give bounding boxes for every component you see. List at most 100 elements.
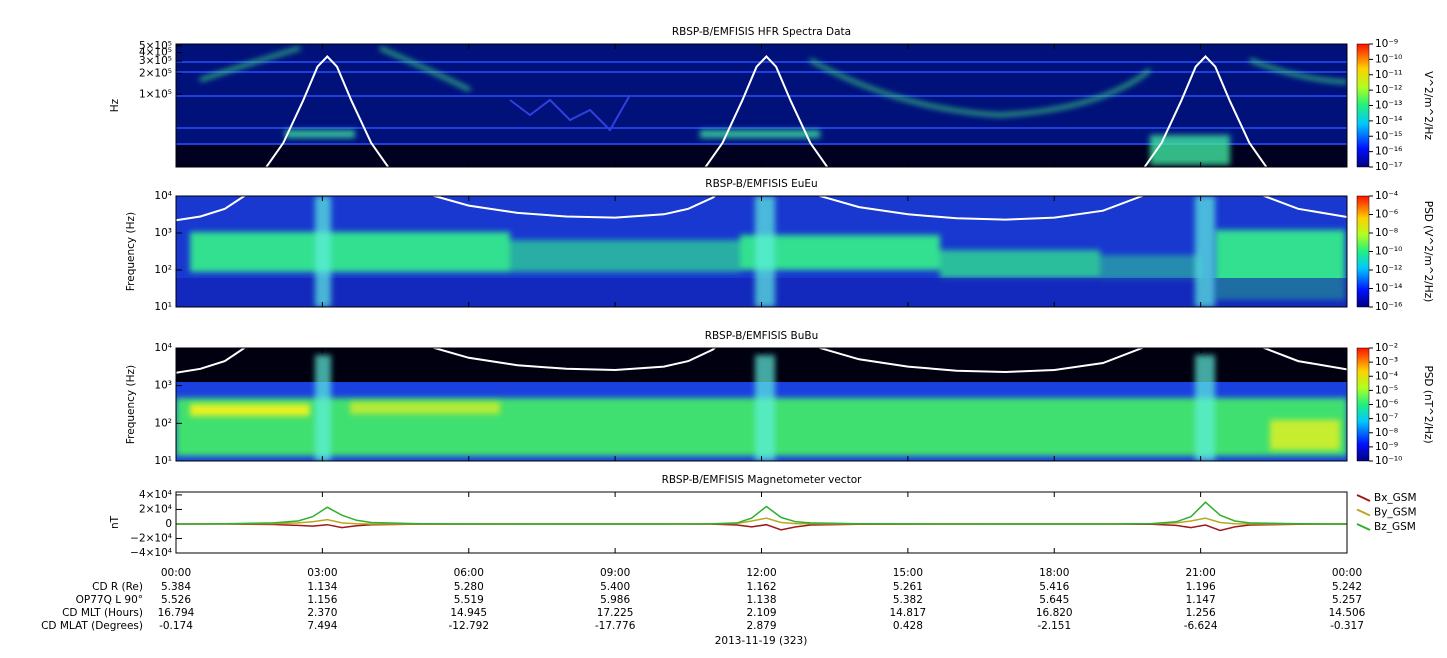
ephemeris-value: -2.151 <box>1037 620 1071 632</box>
y-tick-label: 10⁴ <box>154 190 172 202</box>
ephemeris-value: 14.945 <box>450 607 487 619</box>
legend-label: Bz_GSM <box>1374 521 1416 533</box>
ephemeris-value: 1.256 <box>1186 607 1216 619</box>
colorbar-tick-label: 10⁻¹² <box>1375 264 1402 276</box>
bubu-image <box>176 348 1347 461</box>
ephemeris-value: 2.109 <box>746 607 776 619</box>
x-tick-label: 09:00 <box>600 567 630 579</box>
ephemeris-value: 2.879 <box>746 620 776 632</box>
y-tick-label: 10³ <box>154 227 172 239</box>
colorbar-tick-label: 10⁻⁴ <box>1375 190 1398 202</box>
ephemeris-value: -17.776 <box>595 620 636 632</box>
colorbar-label: PSD (V^2/m^2/Hz) <box>1422 201 1434 302</box>
ephemeris-value: 16.820 <box>1036 607 1073 619</box>
x-tick-label: 18:00 <box>1039 567 1069 579</box>
y-tick-label: 3×10⁵ <box>139 55 172 67</box>
ephemeris-value: 5.384 <box>161 581 191 593</box>
panel-title: RBSP-B/EMFISIS Magnetometer vector <box>662 474 863 486</box>
ephemeris-value: 0.428 <box>893 620 923 632</box>
colorbar-tick-label: 10⁻¹⁰ <box>1375 53 1402 65</box>
legend-swatch <box>1356 508 1371 517</box>
colorbar-tick-label: 10⁻¹⁵ <box>1375 130 1402 142</box>
y-tick-label: 10² <box>154 417 172 429</box>
ephemeris-value: 5.416 <box>1039 581 1069 593</box>
colorbar-label: PSD (nT^2/Hz) <box>1422 365 1434 443</box>
colorbar-tick-label: 10⁻¹⁷ <box>1375 161 1402 173</box>
colorbar-tick-label: 10⁻¹⁶ <box>1375 301 1402 313</box>
x-tick-label: 03:00 <box>307 567 337 579</box>
colorbar-tick-label: 10⁻¹⁶ <box>1375 146 1402 158</box>
ephemeris-value: 14.817 <box>890 607 927 619</box>
ephemeris-value: 1.196 <box>1186 581 1216 593</box>
colorbar-tick-label: 10⁻¹⁴ <box>1375 283 1402 295</box>
colorbar-tick-label: 10⁻¹² <box>1375 84 1402 96</box>
colorbar-tick-label: 10⁻¹⁰ <box>1375 246 1402 258</box>
colorbar-tick-label: 10⁻¹³ <box>1375 100 1402 112</box>
panel-title: RBSP-B/EMFISIS HFR Spectra Data <box>672 26 851 38</box>
colorbar-label: V^2/m^2/Hz <box>1422 71 1434 140</box>
ephemeris-value: 7.494 <box>307 620 337 632</box>
white-line <box>265 55 1268 167</box>
y-tick-label: 10² <box>154 264 172 276</box>
colorbar-tick-label: 10⁻⁸ <box>1375 427 1398 439</box>
white-line <box>176 348 1347 374</box>
y-axis-label: nT <box>109 515 121 529</box>
ephemeris-label: CD MLAT (Degrees) <box>41 620 143 632</box>
series-line <box>176 517 1347 525</box>
ephemeris-value: 5.519 <box>454 594 484 606</box>
y-axis-label: Hz <box>109 98 121 112</box>
y-axis-label: Frequency (Hz) <box>125 212 137 291</box>
panel-title: RBSP-B/EMFISIS EuEu <box>705 178 817 190</box>
ephemeris-value: 1.156 <box>307 594 337 606</box>
colorbars <box>1356 43 1370 462</box>
ephemeris-value: 5.526 <box>161 594 191 606</box>
x-tick-label: 00:00 <box>1332 567 1362 579</box>
legend-label: By_GSM <box>1374 507 1417 519</box>
ephemeris-value: 1.134 <box>307 581 337 593</box>
y-tick-label: 4×10⁴ <box>139 489 172 501</box>
ephemeris-value: 5.257 <box>1332 594 1362 606</box>
x-tick-label: 12:00 <box>746 567 776 579</box>
ephemeris-value: 1.162 <box>746 581 776 593</box>
ephemeris-value: 5.986 <box>600 594 630 606</box>
ephemeris-value: 5.280 <box>454 581 484 593</box>
ephemeris-value: 5.382 <box>893 594 923 606</box>
eueu-image <box>176 196 1347 307</box>
y-tick-label: 1×10⁵ <box>139 88 172 100</box>
white-line <box>176 196 1347 222</box>
y-tick-label: 10¹ <box>154 301 172 313</box>
y-axis-label: Frequency (Hz) <box>125 365 137 444</box>
colorbar-tick-label: 10⁻⁹ <box>1375 441 1398 453</box>
ephemeris-value: 5.242 <box>1332 581 1362 593</box>
colorbar-tick-label: 10⁻² <box>1375 342 1398 354</box>
x-tick-label: 00:00 <box>161 567 191 579</box>
ephemeris-label: OP77Q L 90° <box>76 594 143 606</box>
ephemeris-value: 5.645 <box>1039 594 1069 606</box>
ephemeris-value: -0.317 <box>1330 620 1364 632</box>
x-tick-label: 21:00 <box>1185 567 1215 579</box>
colorbar-tick-label: 10⁻³ <box>1375 356 1398 368</box>
y-tick-label: 10⁴ <box>154 342 172 354</box>
ephemeris-label: CD R (Re) <box>92 581 143 593</box>
ephemeris-value: 17.225 <box>597 607 634 619</box>
ephemeris-value: 16.794 <box>158 607 195 619</box>
y-tick-label: −4×10⁴ <box>130 547 172 559</box>
colorbar-tick-label: 10⁻⁴ <box>1375 370 1398 382</box>
colorbar-tick-label: 10⁻¹⁰ <box>1375 455 1402 467</box>
ephemeris-value: 5.400 <box>600 581 630 593</box>
colorbar-tick-label: 10⁻⁶ <box>1375 209 1398 221</box>
date-label: 2013-11-19 (323) <box>715 635 808 647</box>
colorbar-tick-label: 10⁻⁶ <box>1375 399 1398 411</box>
y-tick-label: 4×10⁵ <box>139 46 172 58</box>
x-tick-label: 15:00 <box>893 567 923 579</box>
y-tick-label: 0 <box>165 518 172 530</box>
colorbar-tick-label: 10⁻¹⁴ <box>1375 115 1402 127</box>
ephemeris-value: 1.138 <box>746 594 776 606</box>
x-tick-label: 06:00 <box>454 567 484 579</box>
series-line <box>176 523 1347 532</box>
legend-swatch <box>1356 523 1371 531</box>
colorbar-tick-label: 10⁻⁸ <box>1375 227 1398 239</box>
ephemeris-value: 14.506 <box>1329 607 1366 619</box>
colorbar-tick-label: 10⁻⁵ <box>1375 384 1398 396</box>
